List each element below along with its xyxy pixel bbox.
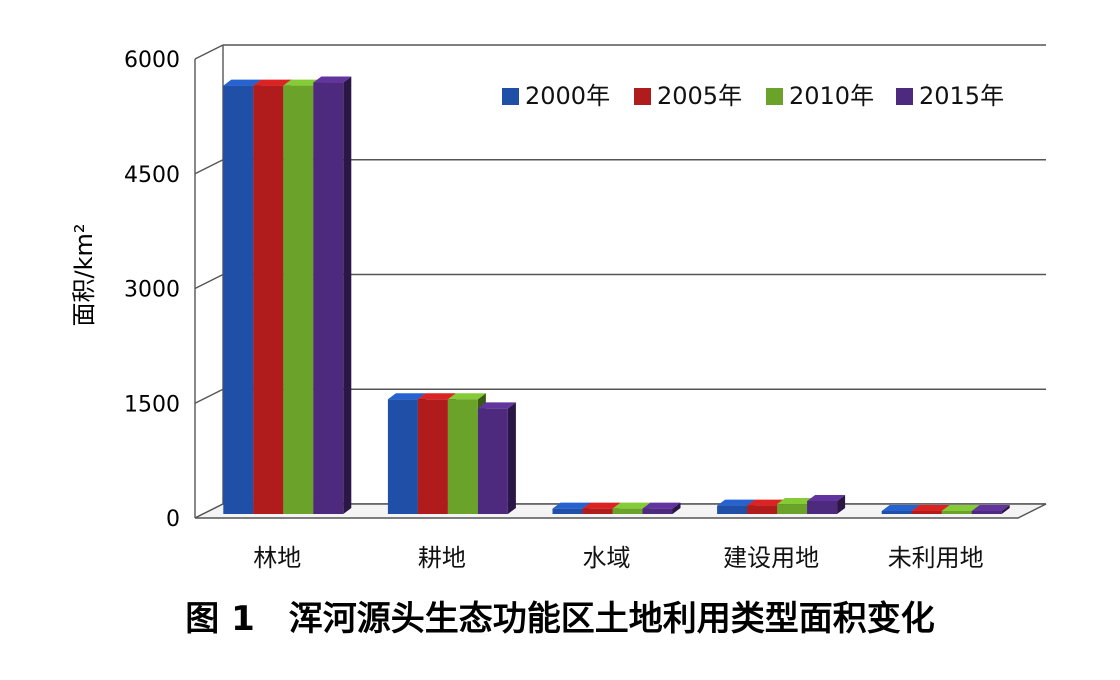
bar-top: [777, 498, 816, 505]
legend-swatch: [766, 88, 783, 105]
bar-front: [582, 508, 613, 514]
bar-top: [477, 402, 516, 409]
bar-front: [941, 511, 972, 514]
bar-top: [971, 505, 1010, 511]
bar-front: [223, 85, 254, 514]
bar-front: [881, 511, 912, 514]
bar-top: [283, 79, 322, 86]
bar-side: [1001, 505, 1010, 514]
x-tick-label: 林地: [253, 544, 301, 572]
bar-0-3: [313, 76, 352, 514]
gridline-connector: [194, 159, 224, 175]
gridline-connector: [194, 44, 224, 60]
bar-front: [612, 508, 643, 514]
legend-item: 2005年: [634, 82, 742, 110]
bar-front: [253, 85, 284, 514]
bar-2-3: [642, 502, 681, 514]
y-tick-label: 3000: [124, 278, 180, 303]
bar-front: [283, 85, 314, 514]
bar-front: [911, 511, 942, 514]
gridlines: [194, 44, 1046, 519]
legend-label: 2005年: [657, 82, 742, 110]
bar-front: [417, 399, 448, 514]
bars: [223, 76, 1010, 514]
bar-side: [672, 502, 681, 514]
y-axis-label: 面积/km²: [70, 224, 98, 327]
bar-top: [747, 499, 786, 506]
bar-front: [717, 505, 748, 514]
legend-swatch: [502, 88, 519, 105]
bar-4-3: [971, 505, 1010, 514]
bar-front: [747, 505, 778, 514]
bar-top: [642, 502, 681, 509]
bar-top: [582, 502, 621, 509]
bar-front: [971, 511, 1002, 514]
bar-side: [837, 494, 846, 514]
legend-swatch: [896, 88, 913, 105]
bar-side: [343, 76, 352, 514]
bar-top: [807, 494, 846, 501]
legend-label: 2015年: [919, 82, 1004, 110]
bar-1-3: [477, 402, 516, 514]
y-tick-label: 6000: [124, 48, 180, 73]
legend: 2000年 2005年 2010年 2015年: [502, 82, 1004, 110]
figure-caption: 图 1 浑河源头生态功能区土地利用类型面积变化: [185, 599, 935, 639]
bar-top: [911, 505, 950, 511]
bar-top: [447, 393, 486, 400]
bar-front: [642, 508, 673, 514]
bar-top: [223, 79, 262, 86]
legend-item: 2015年: [896, 82, 1004, 110]
bar-1-1: [417, 393, 456, 514]
legend-label: 2010年: [789, 82, 874, 110]
bar-front: [313, 82, 344, 514]
x-axis-ticks: 林地 耕地 水域 建设用地 未利用地: [253, 544, 983, 572]
gridline-connector: [194, 273, 224, 290]
bar-top: [313, 76, 352, 83]
x-tick-label: 建设用地: [723, 544, 819, 572]
bar-top: [881, 505, 920, 511]
bar-top: [253, 79, 292, 86]
bar-front: [477, 408, 508, 514]
bar-top: [387, 393, 426, 400]
gridline-connector: [194, 388, 224, 404]
x-tick-label: 水域: [583, 544, 631, 572]
y-axis-ticks: 0 1500 3000 4500 6000: [124, 48, 180, 532]
bar-top: [552, 502, 591, 509]
bar-3-3: [807, 494, 846, 514]
y-tick-label: 0: [166, 507, 180, 532]
legend-item: 2000年: [502, 82, 610, 110]
legend-swatch: [634, 88, 651, 105]
bar-front: [447, 399, 478, 514]
bar-top: [717, 499, 756, 506]
bar-front: [387, 399, 418, 514]
bar-front: [807, 500, 838, 514]
x-tick-label: 耕地: [418, 544, 466, 572]
legend-item: 2010年: [766, 82, 874, 110]
bar-top: [612, 502, 651, 509]
bar-front: [552, 508, 583, 514]
bar-top: [941, 505, 980, 511]
x-tick-label: 未利用地: [888, 544, 984, 572]
y-tick-label: 4500: [124, 163, 180, 188]
legend-label: 2000年: [525, 82, 610, 110]
bar-top: [417, 393, 456, 400]
bar-side: [507, 402, 516, 514]
bar-front: [777, 504, 808, 514]
y-tick-label: 1500: [124, 392, 180, 417]
